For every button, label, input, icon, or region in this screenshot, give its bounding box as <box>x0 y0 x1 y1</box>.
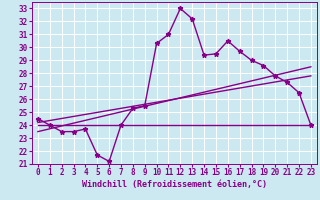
X-axis label: Windchill (Refroidissement éolien,°C): Windchill (Refroidissement éolien,°C) <box>82 180 267 189</box>
